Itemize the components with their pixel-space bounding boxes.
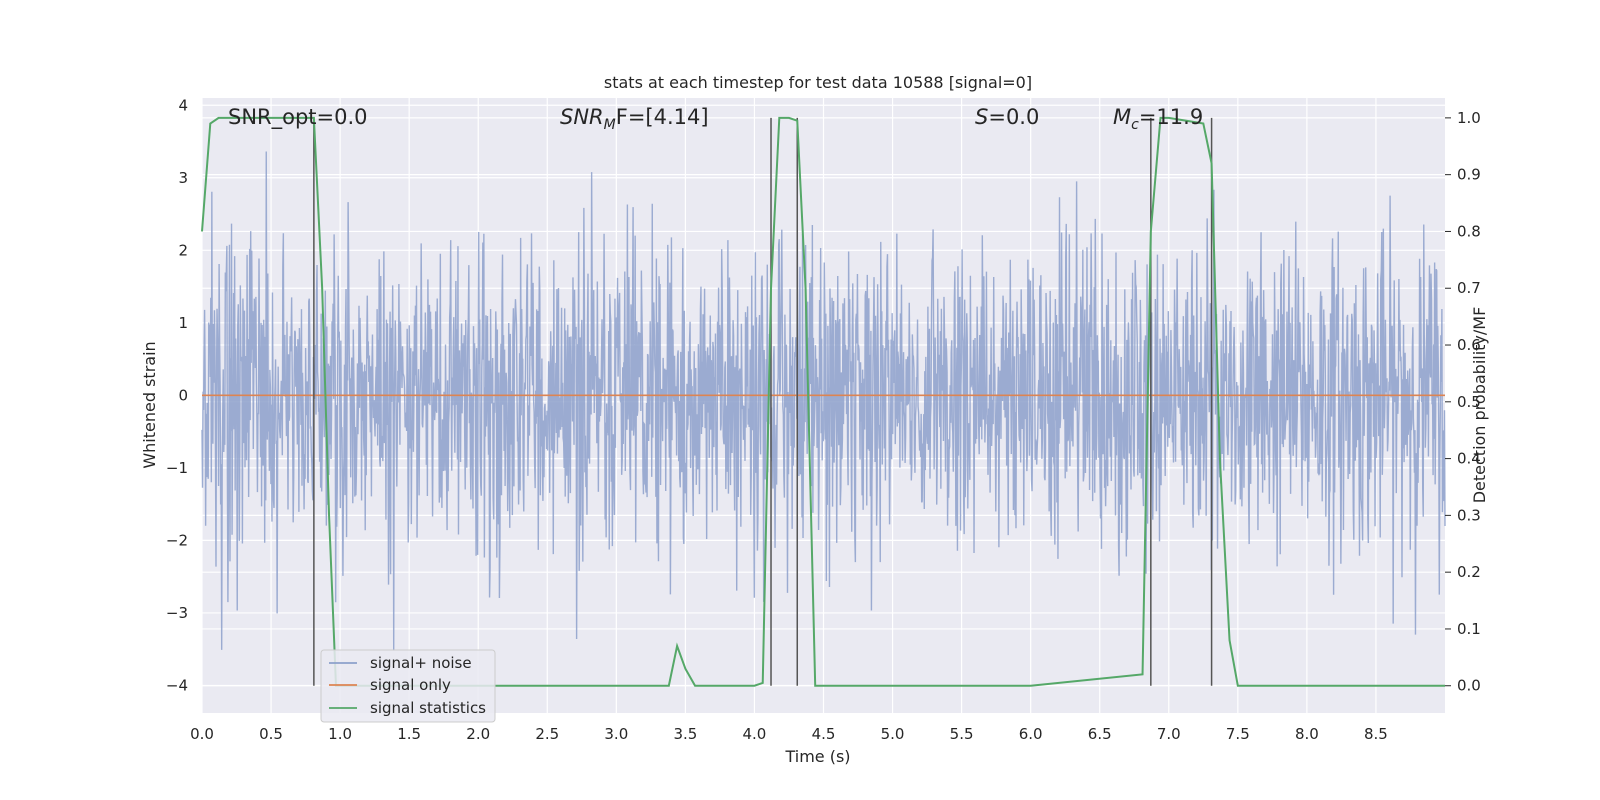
y-right-tick-label: 0.7: [1457, 279, 1481, 297]
y-left-tick-label: 3: [178, 169, 188, 187]
y-left-tick-label: 2: [178, 241, 188, 259]
y-right-tick-label: 0.3: [1457, 506, 1481, 524]
x-tick-label: 4.0: [743, 725, 767, 743]
legend-label-signal-noise: signal+ noise: [370, 654, 472, 672]
y-left-tick-label: −2: [166, 531, 188, 549]
x-tick-label: 3.5: [673, 725, 697, 743]
y-right-tick-label: 0.4: [1457, 450, 1481, 468]
x-tick-label: 8.5: [1364, 725, 1388, 743]
annotation-snr-opt: SNR_opt=0.0: [228, 105, 368, 130]
vertical-markers: [201, 116, 1445, 687]
y-left-tick-label: −4: [166, 676, 188, 694]
x-tick-label: 5.0: [881, 725, 905, 743]
y-right-tick-label: 0.6: [1457, 336, 1481, 354]
tick-labels: 0.0 0.5 1.0 1.5 2.0 2.5 3.0 3.5 4.0 4.5 5.0 5.5 6.0 6…: [166, 96, 1481, 743]
x-tick-label: 1.0: [328, 725, 352, 743]
x-tick-label: 2.0: [466, 725, 490, 743]
x-axis-label: Time (s): [784, 747, 850, 766]
legend-label-signal-statistics: signal statistics: [370, 699, 486, 717]
x-tick-label: 3.0: [604, 725, 628, 743]
series-signal-statistics: [201, 116, 1445, 687]
chart-title: stats at each timestep for test data 105…: [604, 73, 1032, 92]
x-tick-label: 1.5: [397, 725, 421, 743]
x-tick-label: 6.0: [1019, 725, 1043, 743]
x-tick-label: 7.0: [1157, 725, 1181, 743]
annotation-s: S=0.0: [975, 105, 1039, 129]
x-tick-label: 4.5: [812, 725, 836, 743]
y-right-tick-label: 0.8: [1457, 222, 1481, 240]
y-right-tick-label: 0.2: [1457, 563, 1481, 581]
legend: signal+ noise signal only signal statist…: [320, 649, 496, 723]
x-tick-label: 6.5: [1088, 725, 1112, 743]
y-left-tick-label: 1: [178, 314, 188, 332]
x-tick-label: 0.5: [259, 725, 283, 743]
y-right-tick-label: 0.5: [1457, 393, 1481, 411]
y-axis-label-left: Whitened strain: [140, 341, 159, 468]
x-tick-label: 2.5: [535, 725, 559, 743]
x-tick-label: 8.0: [1295, 725, 1319, 743]
y-right-tick-label: 1.0: [1457, 109, 1481, 127]
legend-label-signal-only: signal only: [370, 676, 451, 694]
y-right-tick-label: 0.0: [1457, 677, 1481, 695]
annotation-mc: Mc=11.9: [1113, 105, 1203, 133]
y-left-tick-label: −3: [166, 604, 188, 622]
y-left-tick-label: −1: [166, 459, 188, 477]
x-tick-label: 7.5: [1226, 725, 1250, 743]
noise-series-layer: [201, 151, 1446, 651]
x-tick-label: 0.0: [190, 725, 214, 743]
y-right-tick-label: 0.1: [1457, 620, 1481, 638]
annotation-snr-mf: SNRMF=[4.14]: [560, 105, 709, 133]
y-left-tick-label: 4: [178, 96, 188, 114]
x-tick-label: 5.5: [950, 725, 974, 743]
y-axis-label-right: Detection probability/MF: [1470, 307, 1489, 504]
y-right-tick-label: 0.9: [1457, 166, 1481, 184]
series-signal-noise: [201, 151, 1446, 651]
legend-box: [320, 649, 496, 723]
y-left-tick-label: 0: [178, 386, 188, 404]
